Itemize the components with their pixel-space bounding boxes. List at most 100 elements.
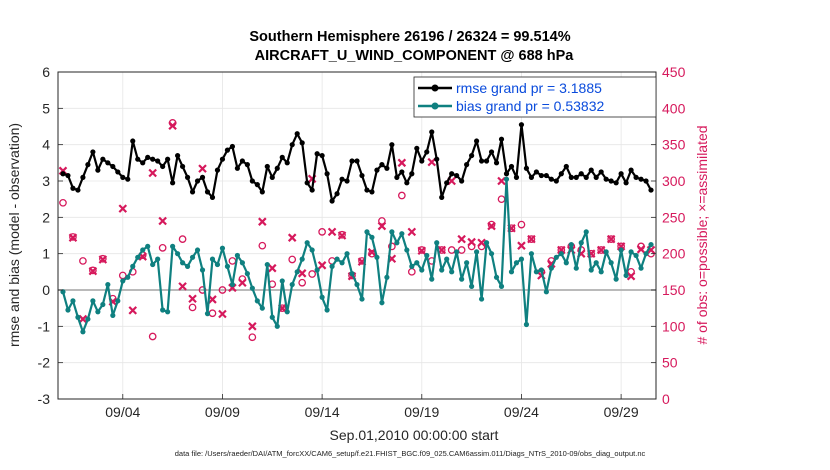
legend-box: [413, 76, 657, 118]
rmse-point: [349, 158, 355, 164]
rmse-point: [503, 171, 510, 177]
bias-point: [424, 252, 430, 259]
bias-point: [528, 251, 535, 257]
obs-assimilated-marker: [517, 241, 526, 250]
bias-point: [434, 240, 440, 246]
rmse-point: [254, 182, 260, 188]
x-tick-label: 09/04: [105, 404, 140, 420]
obs-possible-marker: [378, 217, 386, 225]
obs-assimilated-marker: [218, 309, 227, 319]
rmse-point: [633, 174, 639, 180]
rmse-point: [299, 140, 305, 146]
obs-possible-marker: [258, 241, 267, 250]
bias-point: [558, 251, 564, 257]
obs-assimilated-marker: [606, 234, 616, 244]
rmse-point: [459, 178, 465, 184]
rmse-point: [608, 178, 614, 184]
obs-possible-marker: [457, 246, 466, 254]
y-axis-right-label: # of obs: o=possible; ×=assimilated: [694, 125, 710, 344]
bias-point: [105, 281, 111, 288]
rmse-point: [304, 180, 310, 186]
rmse-point: [319, 152, 325, 159]
bias-point: [194, 247, 201, 253]
rmse-point: [344, 178, 350, 184]
obs-assimilated-marker: [208, 295, 217, 304]
bias-point: [548, 265, 554, 271]
rmse-point: [354, 158, 360, 164]
rmse-point: [209, 194, 216, 200]
bias-point: [259, 305, 265, 311]
x-tick-label: 09/19: [404, 404, 439, 420]
obs-possible-marker: [208, 309, 217, 318]
rmse-point: [414, 145, 420, 151]
obs-possible-marker: [59, 198, 67, 207]
rmse-point: [528, 174, 535, 180]
rmse-point: [314, 151, 320, 157]
obs-assimilated-marker: [477, 238, 486, 248]
y-axis-label: rmse and bias (model - observation): [6, 123, 22, 347]
rmse-point: [483, 158, 490, 164]
bias-point: [125, 274, 131, 280]
bias-point: [234, 252, 240, 259]
bias-point: [538, 267, 544, 273]
y-right-tick-label: 200: [662, 246, 686, 262]
obs-assimilated-marker: [258, 217, 267, 226]
bias-point: [184, 263, 191, 269]
obs-assimilated-marker: [377, 221, 387, 231]
x-tick-label: 09/29: [604, 404, 639, 420]
rmse-point: [105, 160, 111, 166]
bias-point: [145, 243, 151, 249]
bias-point: [454, 249, 460, 255]
chart-title: Southern Hemisphere 26196 / 26324 = 99.5…: [249, 29, 570, 45]
y-tick-label: -2: [38, 355, 51, 371]
rmse-point: [523, 165, 530, 171]
bias-point: [633, 252, 639, 259]
obs-assimilated-marker: [98, 255, 108, 264]
obs-assimilated-marker: [168, 121, 177, 131]
rmse-point: [578, 171, 584, 177]
rmse-point: [379, 162, 385, 168]
rmse-point: [339, 176, 345, 182]
bias-point: [598, 269, 604, 275]
obs-assimilated-marker: [317, 261, 327, 270]
bias-point: [65, 307, 71, 313]
bias-point: [80, 329, 86, 335]
rmse-point: [548, 176, 554, 182]
rmse-point: [284, 160, 290, 166]
obs-assimilated-marker: [457, 234, 466, 244]
y-tick-label: 1: [42, 246, 50, 262]
rmse-point: [324, 171, 330, 177]
bias-point: [85, 316, 91, 322]
chart-subtitle: AIRCRAFT_U_WIND_COMPONENT @ 688 hPa: [255, 48, 575, 64]
rmse-point: [603, 176, 609, 182]
rmse-point: [369, 189, 375, 195]
y-right-tick-label: 100: [662, 318, 686, 334]
bias-point: [110, 312, 116, 319]
obs-assimilated-marker: [238, 278, 247, 288]
rmse-point: [464, 162, 470, 168]
obs-possible-marker: [178, 235, 187, 243]
rmse-point: [394, 174, 400, 180]
bias-point: [379, 300, 385, 306]
rmse-point: [95, 167, 101, 173]
rmse-point: [189, 189, 196, 195]
rmse-point: [558, 171, 564, 177]
rmse-point: [175, 152, 181, 159]
rmse-point: [553, 178, 559, 184]
rmse-point: [588, 167, 594, 173]
obs-possible-markers: [59, 119, 655, 342]
rmse-point: [399, 169, 405, 175]
bias-point: [503, 176, 510, 182]
obs-possible-marker: [417, 246, 426, 254]
bias-point: [160, 307, 166, 313]
bias-point: [244, 271, 250, 277]
rmse-point: [309, 187, 315, 193]
bias-point: [444, 256, 450, 262]
bias-point: [239, 260, 245, 266]
rmse-point: [249, 178, 255, 184]
rmse-point: [234, 165, 240, 171]
bias-point: [289, 281, 295, 288]
rmse-point: [389, 142, 395, 148]
obs-possible-marker: [228, 257, 237, 265]
bias-point: [459, 276, 465, 282]
